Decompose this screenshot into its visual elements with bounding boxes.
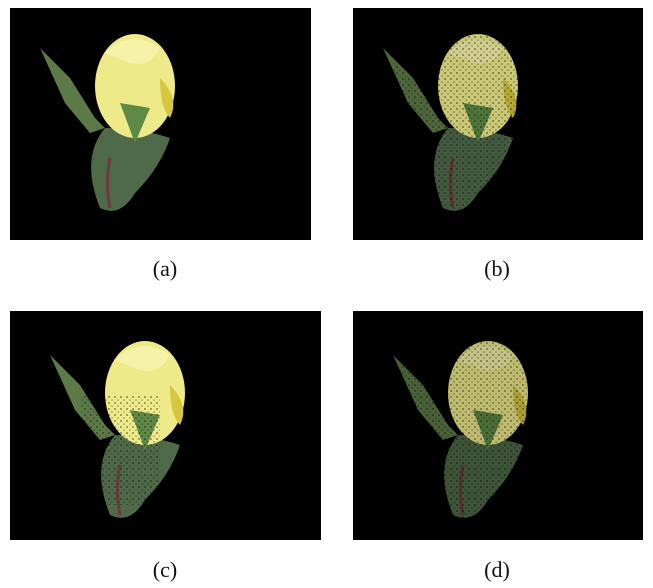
noise-overlay bbox=[393, 30, 543, 220]
noise-overlay bbox=[80, 395, 160, 505]
caption: (a) bbox=[153, 256, 177, 281]
caption: (d) bbox=[484, 557, 510, 582]
panel-d bbox=[353, 311, 643, 540]
panel-a bbox=[10, 8, 311, 240]
panel-b bbox=[353, 8, 643, 240]
noise-overlay bbox=[400, 330, 540, 520]
caption: (b) bbox=[484, 256, 510, 281]
panel-c bbox=[10, 311, 321, 540]
figure: (a) (b) (c) (d) bbox=[0, 0, 653, 588]
page: {"panels": [{"caption": "(a)"}, {"captio… bbox=[0, 0, 653, 588]
caption: (c) bbox=[153, 557, 177, 582]
